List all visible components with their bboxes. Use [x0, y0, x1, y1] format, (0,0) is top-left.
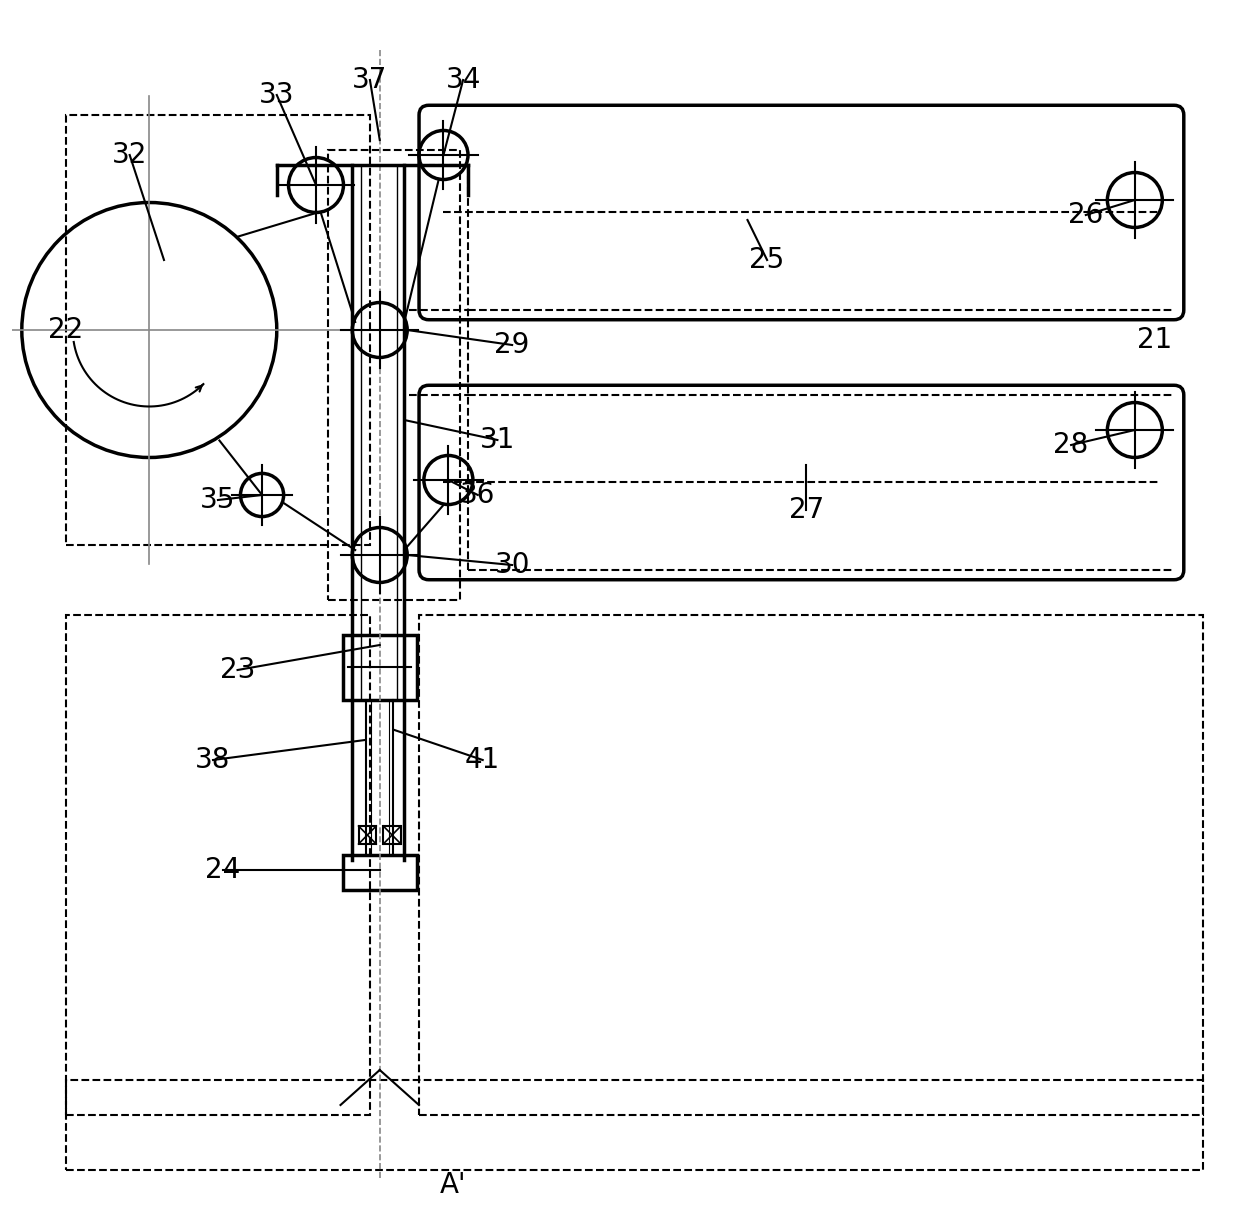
Text: 23: 23	[219, 655, 255, 683]
Bar	[66, 615, 370, 1115]
Text: 22: 22	[48, 316, 83, 344]
Text: 31: 31	[480, 426, 515, 454]
Text: 41: 41	[465, 745, 500, 775]
Bar	[66, 116, 370, 545]
Text: A': A'	[440, 1171, 466, 1199]
Bar	[343, 855, 417, 890]
Bar	[66, 1080, 1204, 1170]
Bar	[383, 826, 401, 844]
Text: 26: 26	[1068, 201, 1104, 229]
Text: 29: 29	[495, 331, 529, 359]
Text: 24: 24	[205, 856, 241, 884]
Bar	[343, 635, 417, 700]
Text: 34: 34	[445, 66, 481, 94]
Bar	[358, 826, 376, 844]
Bar	[419, 615, 1204, 1115]
Text: 30: 30	[495, 551, 529, 579]
Text: 35: 35	[200, 486, 236, 514]
Text: 28: 28	[1054, 430, 1089, 458]
Text: 33: 33	[259, 81, 295, 109]
Text: 21: 21	[1137, 326, 1172, 354]
Text: 25: 25	[749, 246, 785, 274]
Text: 38: 38	[196, 745, 231, 775]
Text: 32: 32	[112, 141, 148, 169]
Text: 37: 37	[352, 66, 388, 94]
Bar	[327, 150, 460, 599]
Text: 36: 36	[460, 482, 496, 510]
Text: 27: 27	[789, 496, 823, 524]
